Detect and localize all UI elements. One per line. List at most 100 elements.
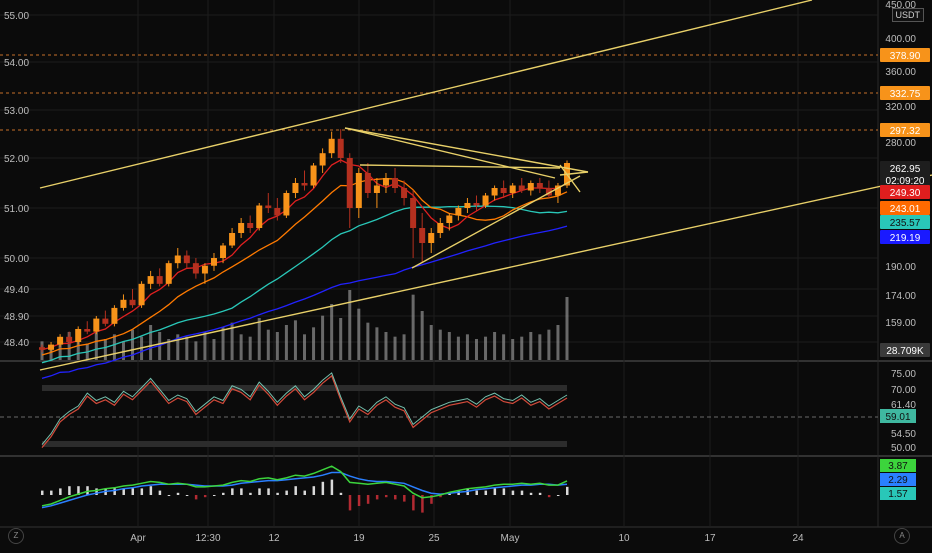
x-axis-tick: 10 [618,533,630,544]
candle-body [509,185,516,193]
price-badge [880,86,930,100]
macd-histogram-bar [276,492,279,495]
macd-histogram-bar [556,495,560,496]
rsi-axis-tick: 50.00 [891,443,916,454]
macd-histogram-bar [77,486,80,495]
macd-histogram-bar [167,495,171,496]
volume-bar [484,336,488,360]
candle-body [500,188,507,193]
volume-bar [103,339,107,360]
price-badge [880,201,930,215]
right-axis-tick: 159.00 [885,318,916,329]
macd-histogram-bar [231,488,234,495]
price-badge-label: 262.95 [890,164,921,175]
macd-histogram-bar [502,488,506,495]
volume-bar [303,334,306,360]
macd-histogram-bar [412,495,415,511]
candle-body [482,195,489,206]
macd-histogram-bar [41,490,44,495]
volume-bar [375,327,379,360]
volume-bar [312,327,316,360]
candle-body [102,318,109,324]
left-axis-tick: 48.90 [4,312,29,323]
price-badge [880,123,930,137]
trendline [559,164,581,193]
macd-histogram-bar [366,495,370,504]
macd-histogram-bar [50,490,53,495]
macd-histogram-bar [538,492,542,495]
candle-body [355,173,362,208]
macd-histogram-bar [493,488,497,495]
volume-badge [880,343,930,357]
candle-body [174,255,181,264]
candle-body [392,178,399,188]
macd-histogram-bar [86,486,89,495]
rsi-axis-tick: 54.50 [891,429,916,440]
left-axis-tick: 54.00 [4,58,29,69]
left-axis-tick: 49.40 [4,285,29,296]
macd-histogram-bar [330,479,334,495]
macd-histogram-bar [194,495,198,500]
volume-bar [556,325,560,360]
candle-body [75,329,82,342]
rsi-axis-tick: 70.00 [891,385,916,396]
candle-body [455,208,462,216]
volume-bar [203,332,207,360]
macd-histogram-bar [520,490,524,495]
candle-body [401,188,408,198]
ma-line-fast [41,159,568,351]
candle-body [491,188,498,196]
volume-bar [529,332,533,360]
volume-bar [493,332,497,360]
macd-histogram-bar [294,486,297,495]
volume-bar [456,336,460,360]
right-axis-tick: 360.00 [885,67,916,78]
trendline [559,171,589,176]
macd-histogram-bar [158,490,162,495]
candle-body [446,215,453,223]
volume-bar [357,308,361,360]
timezone-button[interactable]: Z [8,528,24,544]
right-axis-tick: 450.00 [885,0,916,11]
right-axis-tick: 400.00 [885,34,916,45]
macd-histogram-bar [212,495,216,496]
volume-bar [565,297,569,360]
candle-body [419,228,426,243]
volume-bar [167,339,171,360]
trendline [39,0,813,189]
candle-body [346,158,353,208]
macd-histogram-bar [131,488,135,495]
volume-bar [112,334,116,360]
macd-histogram-bar [321,481,325,495]
trendline [359,164,561,169]
macd-histogram-bar [312,486,316,495]
macd-histogram-bar [348,495,352,511]
candle-body [301,183,308,186]
right-axis-tick: 320.00 [885,102,916,113]
candle-body [328,138,335,154]
volume-bar [131,329,135,360]
candle-body [473,203,480,206]
volume-bar [284,325,288,360]
auto-scale-button[interactable]: A [894,528,910,544]
macd-histogram-bar [222,492,225,495]
macd-value-label: 1.57 [888,489,908,500]
left-axis-tick: 53.00 [4,106,29,117]
volume-bar [393,336,397,360]
macd-histogram-bar [403,495,406,502]
macd-value-badge [880,473,916,486]
volume-bar [321,315,325,360]
volume-bar [348,290,352,360]
volume-bar [76,336,80,360]
x-axis-tick: 19 [353,533,365,544]
macd-value-badge [880,487,916,500]
macd-histogram-bar [384,495,388,498]
unit-label[interactable]: USDT [891,8,924,22]
rsi-value-label: 59.01 [885,412,910,423]
volume-bar [411,294,415,360]
macd-histogram-bar [113,488,116,495]
left-axis-tick: 50.00 [4,254,29,265]
price-badge-label: 332.75 [890,89,921,100]
